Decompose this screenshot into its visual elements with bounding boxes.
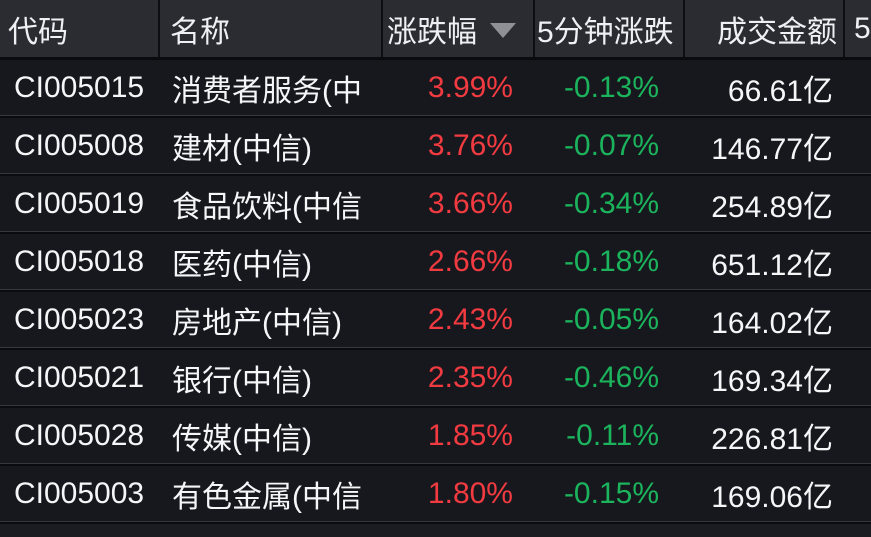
header-turnover-label: 成交金额 [717,15,837,49]
header-5min-change-label: 5分钟涨跌 [537,15,674,49]
header-code[interactable]: 代码 [0,0,160,57]
cell-turnover: 146.77亿 [711,133,833,166]
cell-code: CI005019 [14,187,145,220]
table-body: CI005015 消费者服务(中 3.99% -0.13% 66.61亿 CI0… [0,60,871,524]
cell-5min-change: -0.18% [563,245,659,278]
header-change-label: 涨跌幅 [387,15,477,49]
table-row[interactable]: CI005021 银行(中信) 2.35% -0.46% 169.34亿 [0,350,871,408]
cell-turnover: 164.02亿 [711,307,833,340]
table-row[interactable]: CI005023 房地产(中信) 2.43% -0.05% 164.02亿 [0,292,871,350]
cell-5min-change: -0.34% [563,187,659,220]
table-row[interactable]: CI005019 食品饮料(中信 3.66% -0.34% 254.89亿 [0,176,871,234]
cell-turnover: 226.81亿 [711,423,833,456]
header-next-column-label: 5 [854,11,871,45]
cell-turnover: 169.34亿 [711,365,833,398]
table-row[interactable]: CI005003 有色金属(中信 1.80% -0.15% 169.06亿 [0,466,871,524]
header-change[interactable]: 涨跌幅 [383,0,535,57]
table-row[interactable]: CI005018 医药(中信) 2.66% -0.18% 651.12亿 [0,234,871,292]
table-header: 代码 名称 涨跌幅 5分钟涨跌 成交金额 5 [0,0,871,60]
cell-code: CI005021 [14,361,145,394]
cell-name: 传媒(中信) [172,423,312,456]
cell-change: 2.66% [427,245,513,278]
cell-turnover: 169.06亿 [711,481,833,514]
header-name-label: 名称 [170,15,230,49]
cell-5min-change: -0.13% [563,71,659,104]
cell-name: 医药(中信) [172,249,312,282]
cell-change: 3.76% [427,129,513,162]
cell-name: 银行(中信) [172,365,312,398]
header-next-column-clipped[interactable]: 5 [845,0,871,57]
header-turnover[interactable]: 成交金额 [685,0,845,57]
partial-next-row [0,524,871,537]
cell-5min-change: -0.05% [563,303,659,336]
cell-code: CI005018 [14,245,145,278]
cell-name: 房地产(中信) [172,307,342,340]
cell-name: 建材(中信) [172,133,312,166]
table-row[interactable]: CI005008 建材(中信) 3.76% -0.07% 146.77亿 [0,118,871,176]
cell-change: 1.80% [427,477,513,510]
cell-turnover: 66.61亿 [727,75,833,108]
cell-5min-change: -0.11% [566,419,659,452]
cell-name: 食品饮料(中信 [172,191,362,224]
cell-5min-change: -0.07% [563,129,659,162]
cell-change: 3.99% [427,71,513,104]
cell-5min-change: -0.15% [563,477,659,510]
header-code-label: 代码 [8,15,68,49]
cell-change: 3.66% [427,187,513,220]
header-name[interactable]: 名称 [160,0,383,57]
cell-turnover: 651.12亿 [711,249,833,282]
cell-turnover: 254.89亿 [711,191,833,224]
table-row[interactable]: CI005028 传媒(中信) 1.85% -0.11% 226.81亿 [0,408,871,466]
sort-descending-triangle-down-icon [490,23,516,38]
cell-code: CI005028 [14,419,145,452]
cell-code: CI005008 [14,129,145,162]
cell-code: CI005023 [14,303,145,336]
cell-change: 1.85% [427,419,513,452]
header-5min-change[interactable]: 5分钟涨跌 [535,0,685,57]
cell-5min-change: -0.46% [563,361,659,394]
table-row[interactable]: CI005015 消费者服务(中 3.99% -0.13% 66.61亿 [0,60,871,118]
cell-change: 2.43% [427,303,513,336]
cell-code: CI005003 [14,477,145,510]
cell-name: 消费者服务(中 [172,75,362,108]
cell-code: CI005015 [14,71,145,104]
cell-name: 有色金属(中信 [172,481,362,514]
cell-change: 2.35% [427,361,513,394]
